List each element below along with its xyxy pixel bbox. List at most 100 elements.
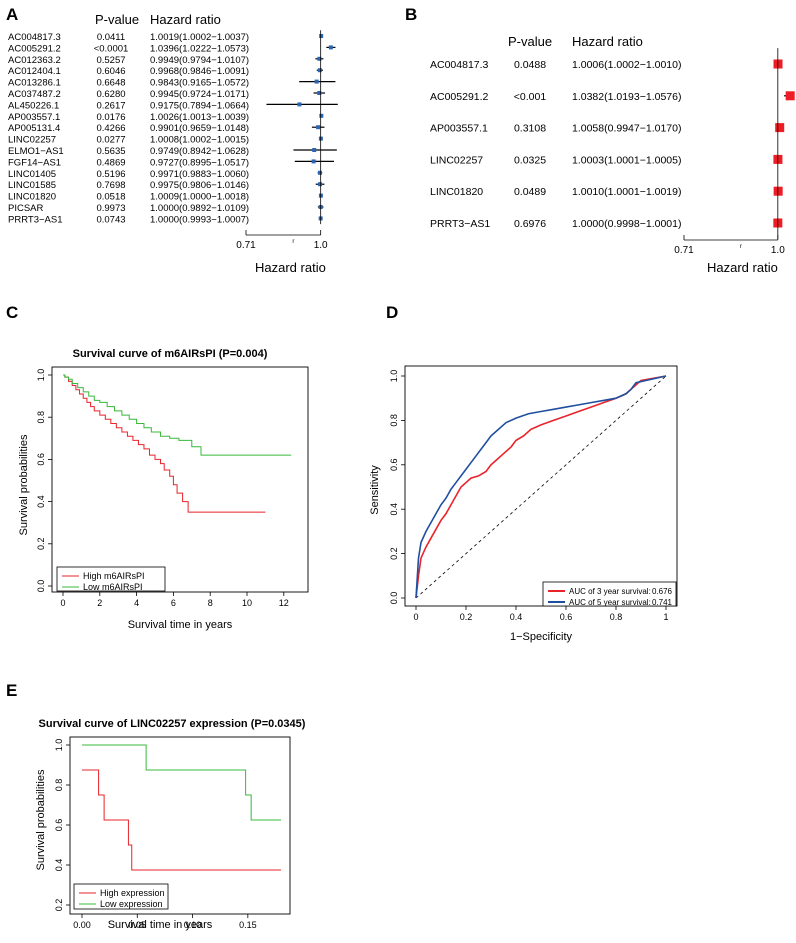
series-line <box>63 374 292 456</box>
x-tick-label: 10 <box>242 598 252 608</box>
forest-row-hr: 0.9749(0.8942−1.0628) <box>150 146 249 157</box>
panel-d-xlabel: 1−Specificity <box>510 631 573 643</box>
legend-auc: 0.741 <box>652 598 673 607</box>
forest-row-hr: 0.9949(0.9794−1.0107) <box>150 55 249 66</box>
forest-point <box>317 56 322 61</box>
forest-row-hr: 0.9945(0.9724−1.0171) <box>150 89 249 100</box>
forest-row-name: ELMO1−AS1 <box>8 146 64 157</box>
y-tick-label: 0.8 <box>54 779 64 792</box>
series-line <box>415 375 667 599</box>
forest-row-pvalue: 0.0176 <box>96 112 125 123</box>
plot-frame <box>404 365 678 607</box>
panel-letter-b: B <box>405 5 417 24</box>
forest-row-pvalue: 0.6976 <box>514 218 546 230</box>
y-tick-label: 0.0 <box>389 592 399 605</box>
panel-a-header-hr: Hazard ratio <box>150 12 221 27</box>
forest-row-hr: 1.0006(1.0002−1.0010) <box>572 59 681 71</box>
forest-row-pvalue: 0.5196 <box>96 169 125 180</box>
forest-point <box>314 79 319 84</box>
forest-row-name: PRRT3−AS1 <box>8 214 62 225</box>
forest-row-pvalue: 0.6280 <box>96 89 125 100</box>
legend-label: High m6AIRsPI <box>83 571 145 581</box>
panel-e-ylabel: Survival probabilities <box>35 769 47 870</box>
x-tick-label: 6 <box>171 598 176 608</box>
forest-row-name: AP005131.4 <box>8 123 60 134</box>
legend-label: AUC of 3 year survival: <box>569 587 651 596</box>
x-tick-label: 0.8 <box>610 612 623 622</box>
forest-point <box>775 123 785 133</box>
plot-frame <box>51 366 309 593</box>
forest-row-pvalue: 0.5257 <box>96 55 125 66</box>
forest-row-name: FGF14−AS1 <box>8 157 61 168</box>
forest-row-hr: 0.9843(0.9165−1.0572) <box>150 78 249 89</box>
forest-row-name: LINC01820 <box>8 192 56 203</box>
panel-e-title: Survival curve of LINC02257 expression (… <box>39 718 306 730</box>
panel-c-km: Survival curve of m6AIRsPI (P=0.004) 0 2 4… <box>18 348 309 631</box>
panel-e-xlabel: Survival time in years <box>108 919 213 931</box>
y-tick-label: 0.2 <box>36 538 46 551</box>
forest-point <box>317 170 322 175</box>
forest-row-name: AP003557.1 <box>430 123 488 135</box>
forest-row-hr: 1.0000(0.9892−1.0109) <box>150 203 249 214</box>
forest-row-name: AC004817.3 <box>8 32 61 43</box>
forest-mid-mark: r <box>292 239 294 245</box>
forest-row-hr: 0.9968(0.9846−1.0091) <box>150 66 249 77</box>
forest-point <box>312 148 317 152</box>
y-tick-label: 0.6 <box>54 819 64 832</box>
forest-row-hr: 0.9175(0.7894−1.0664) <box>150 100 249 111</box>
x-tick-label: 0.10 <box>184 920 202 930</box>
forest-tick-label: 1.0 <box>314 240 328 251</box>
forest-row-name: AC037487.2 <box>8 89 61 100</box>
y-tick-label: 0.4 <box>36 495 46 508</box>
forest-row-pvalue: 0.0743 <box>96 214 125 225</box>
forest-row-name: AC004817.3 <box>430 59 489 71</box>
y-tick-label: 1.0 <box>36 369 46 382</box>
forest-point <box>328 45 333 50</box>
forest-row-hr: 1.0010(1.0001−1.0019) <box>572 186 681 198</box>
x-tick-label: 12 <box>279 598 289 608</box>
y-tick-label: 1.0 <box>54 739 64 752</box>
panel-letter-c: C <box>6 303 18 322</box>
x-tick-label: 0.15 <box>239 920 257 930</box>
y-tick-label: 1.0 <box>389 370 399 383</box>
x-tick-label: 0 <box>413 612 418 622</box>
forest-row-hr: 1.0003(1.0001−1.0005) <box>572 154 681 166</box>
legend-label: AUC of 5 year survival: <box>569 598 651 607</box>
y-tick-label: 0.4 <box>54 859 64 872</box>
y-tick-label: 0.4 <box>389 503 399 516</box>
forest-point <box>317 91 322 95</box>
forest-row-hr: 1.0019(1.0002−1.0037) <box>150 32 249 43</box>
legend-box <box>542 581 677 607</box>
forest-row-pvalue: 0.5635 <box>96 146 125 157</box>
y-tick-label: 0.8 <box>389 414 399 427</box>
forest-point <box>316 125 321 130</box>
panel-d-ylabel: Sensitivity <box>369 465 381 515</box>
forest-row-name: PRRT3−AS1 <box>430 218 490 230</box>
panel-c-ylabel: Survival probabilities <box>18 434 30 535</box>
series-line <box>82 744 281 821</box>
forest-row-pvalue: 0.0411 <box>97 32 125 43</box>
plot-frame <box>69 736 291 915</box>
forest-row-hr: 0.9971(0.9883−1.0060) <box>150 169 249 180</box>
panel-e-km: Survival curve of LINC02257 expression (… <box>35 718 306 931</box>
series-line <box>415 375 667 599</box>
forest-row-hr: 1.0058(0.9947−1.0170) <box>572 123 681 135</box>
panel-c-xlabel: Survival time in years <box>128 619 233 631</box>
legend-label: Low m6AIRsPI <box>83 582 143 592</box>
forest-row-name: AC013286.1 <box>8 78 61 89</box>
panel-letter-e: E <box>6 681 17 700</box>
forest-row-hr: 1.0000(0.9993−1.0007) <box>150 214 249 225</box>
y-tick-label: 0.6 <box>36 453 46 466</box>
panel-d-roc: 0 0.2 0.4 0.6 0.8 1 0.0 0.2 0.4 0.6 0.8 1.0 1−Speci… <box>369 365 678 643</box>
forest-row-pvalue: 0.6648 <box>96 78 125 89</box>
panel-a-header-p: P-value <box>95 12 139 27</box>
y-tick-label: 0.2 <box>389 547 399 560</box>
forest-tick-label: 1.0 <box>771 245 785 256</box>
forest-row-pvalue: 0.0325 <box>514 154 546 166</box>
legend-box <box>73 883 169 910</box>
legend-label: Low expression <box>100 899 163 909</box>
forest-row-hr: 1.0382(1.0193−1.0576) <box>572 91 681 103</box>
forest-mid-mark: r <box>740 244 742 250</box>
forest-row-hr: 1.0396(1.0222−1.0573) <box>150 43 249 54</box>
panel-b-forest: P-value Hazard ratio AC004817.3 0.0488 1.0… <box>430 34 795 275</box>
